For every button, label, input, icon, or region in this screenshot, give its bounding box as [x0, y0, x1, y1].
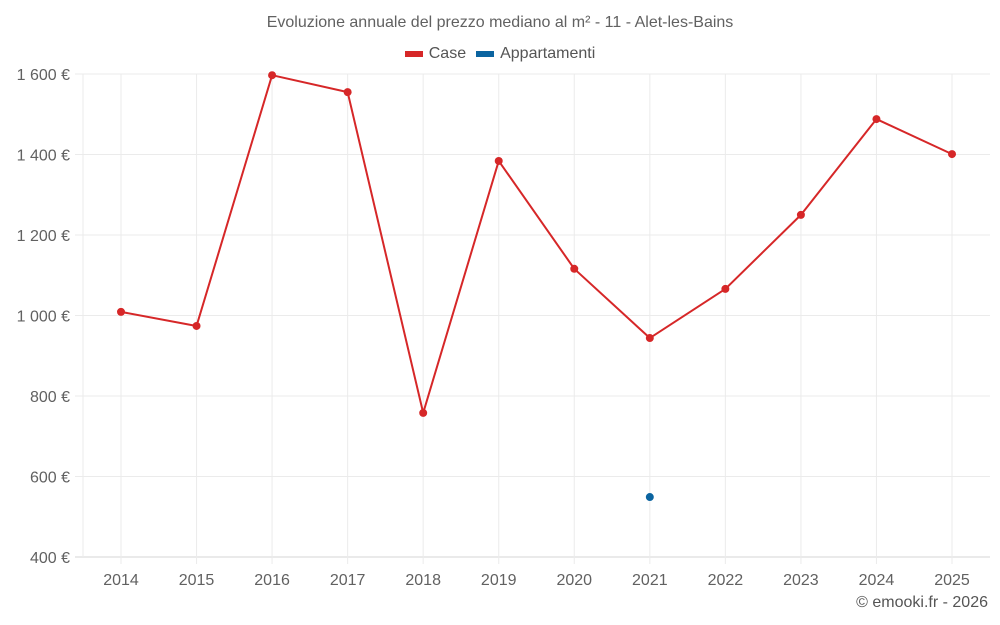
y-tick-label: 1 400 €	[17, 148, 70, 165]
data-series	[117, 71, 956, 502]
y-tick-label: 800 €	[30, 389, 70, 406]
data-point-case[interactable]	[948, 150, 956, 159]
legend-label-case: Case	[428, 45, 467, 62]
x-tick-label: 2018	[405, 572, 441, 589]
x-tick-label: 2017	[330, 572, 366, 589]
data-point-case[interactable]	[494, 156, 503, 165]
x-tick-label: 2022	[708, 572, 744, 589]
copyright-credit: © emooki.fr - 2026	[856, 594, 988, 611]
grid-lines	[75, 73, 990, 564]
legend-item-case[interactable]: Case	[404, 45, 467, 63]
x-tick-label: 2019	[481, 572, 517, 589]
data-point-appartamenti[interactable]	[645, 493, 654, 502]
legend-swatch-case	[404, 51, 423, 57]
y-tick-label: 600 €	[30, 470, 70, 487]
x-tick-label: 2015	[179, 572, 215, 589]
data-point-case[interactable]	[419, 408, 428, 417]
data-point-case[interactable]	[570, 264, 579, 273]
y-tick-label: 400 €	[30, 550, 70, 567]
data-point-case[interactable]	[343, 88, 352, 97]
x-tick-label: 2014	[103, 572, 139, 589]
axes: 400 € 600 € 800 € 1 000 € 1 200 € 1 400 € 1 60…	[17, 67, 970, 589]
data-point-case[interactable]	[721, 284, 730, 293]
y-tick-label: 1 000 €	[17, 309, 70, 326]
chart-title: Evoluzione annuale del prezzo mediano al…	[266, 14, 734, 31]
data-point-case[interactable]	[796, 210, 805, 219]
data-point-case[interactable]	[268, 71, 277, 80]
x-tick-label: 2023	[783, 572, 819, 589]
chart-legend: Case Appartamenti	[0, 45, 1000, 63]
data-point-case[interactable]	[645, 334, 654, 343]
legend-swatch-appartamenti	[476, 51, 495, 57]
x-tick-label: 2021	[632, 572, 668, 589]
series-line-case	[120, 74, 953, 414]
x-tick-label: 2016	[254, 572, 290, 589]
y-tick-label: 1 600 €	[17, 67, 70, 84]
data-point-case[interactable]	[117, 307, 125, 316]
x-tick-label: 2020	[556, 572, 592, 589]
y-tick-label: 1 200 €	[17, 228, 70, 245]
legend-item-appartamenti[interactable]: Appartamenti	[476, 45, 595, 63]
legend-label-appartamenti: Appartamenti	[500, 45, 596, 62]
x-tick-label: 2024	[859, 572, 895, 589]
data-point-case[interactable]	[192, 321, 201, 330]
x-tick-label: 2025	[934, 572, 970, 589]
data-point-case[interactable]	[872, 115, 881, 124]
